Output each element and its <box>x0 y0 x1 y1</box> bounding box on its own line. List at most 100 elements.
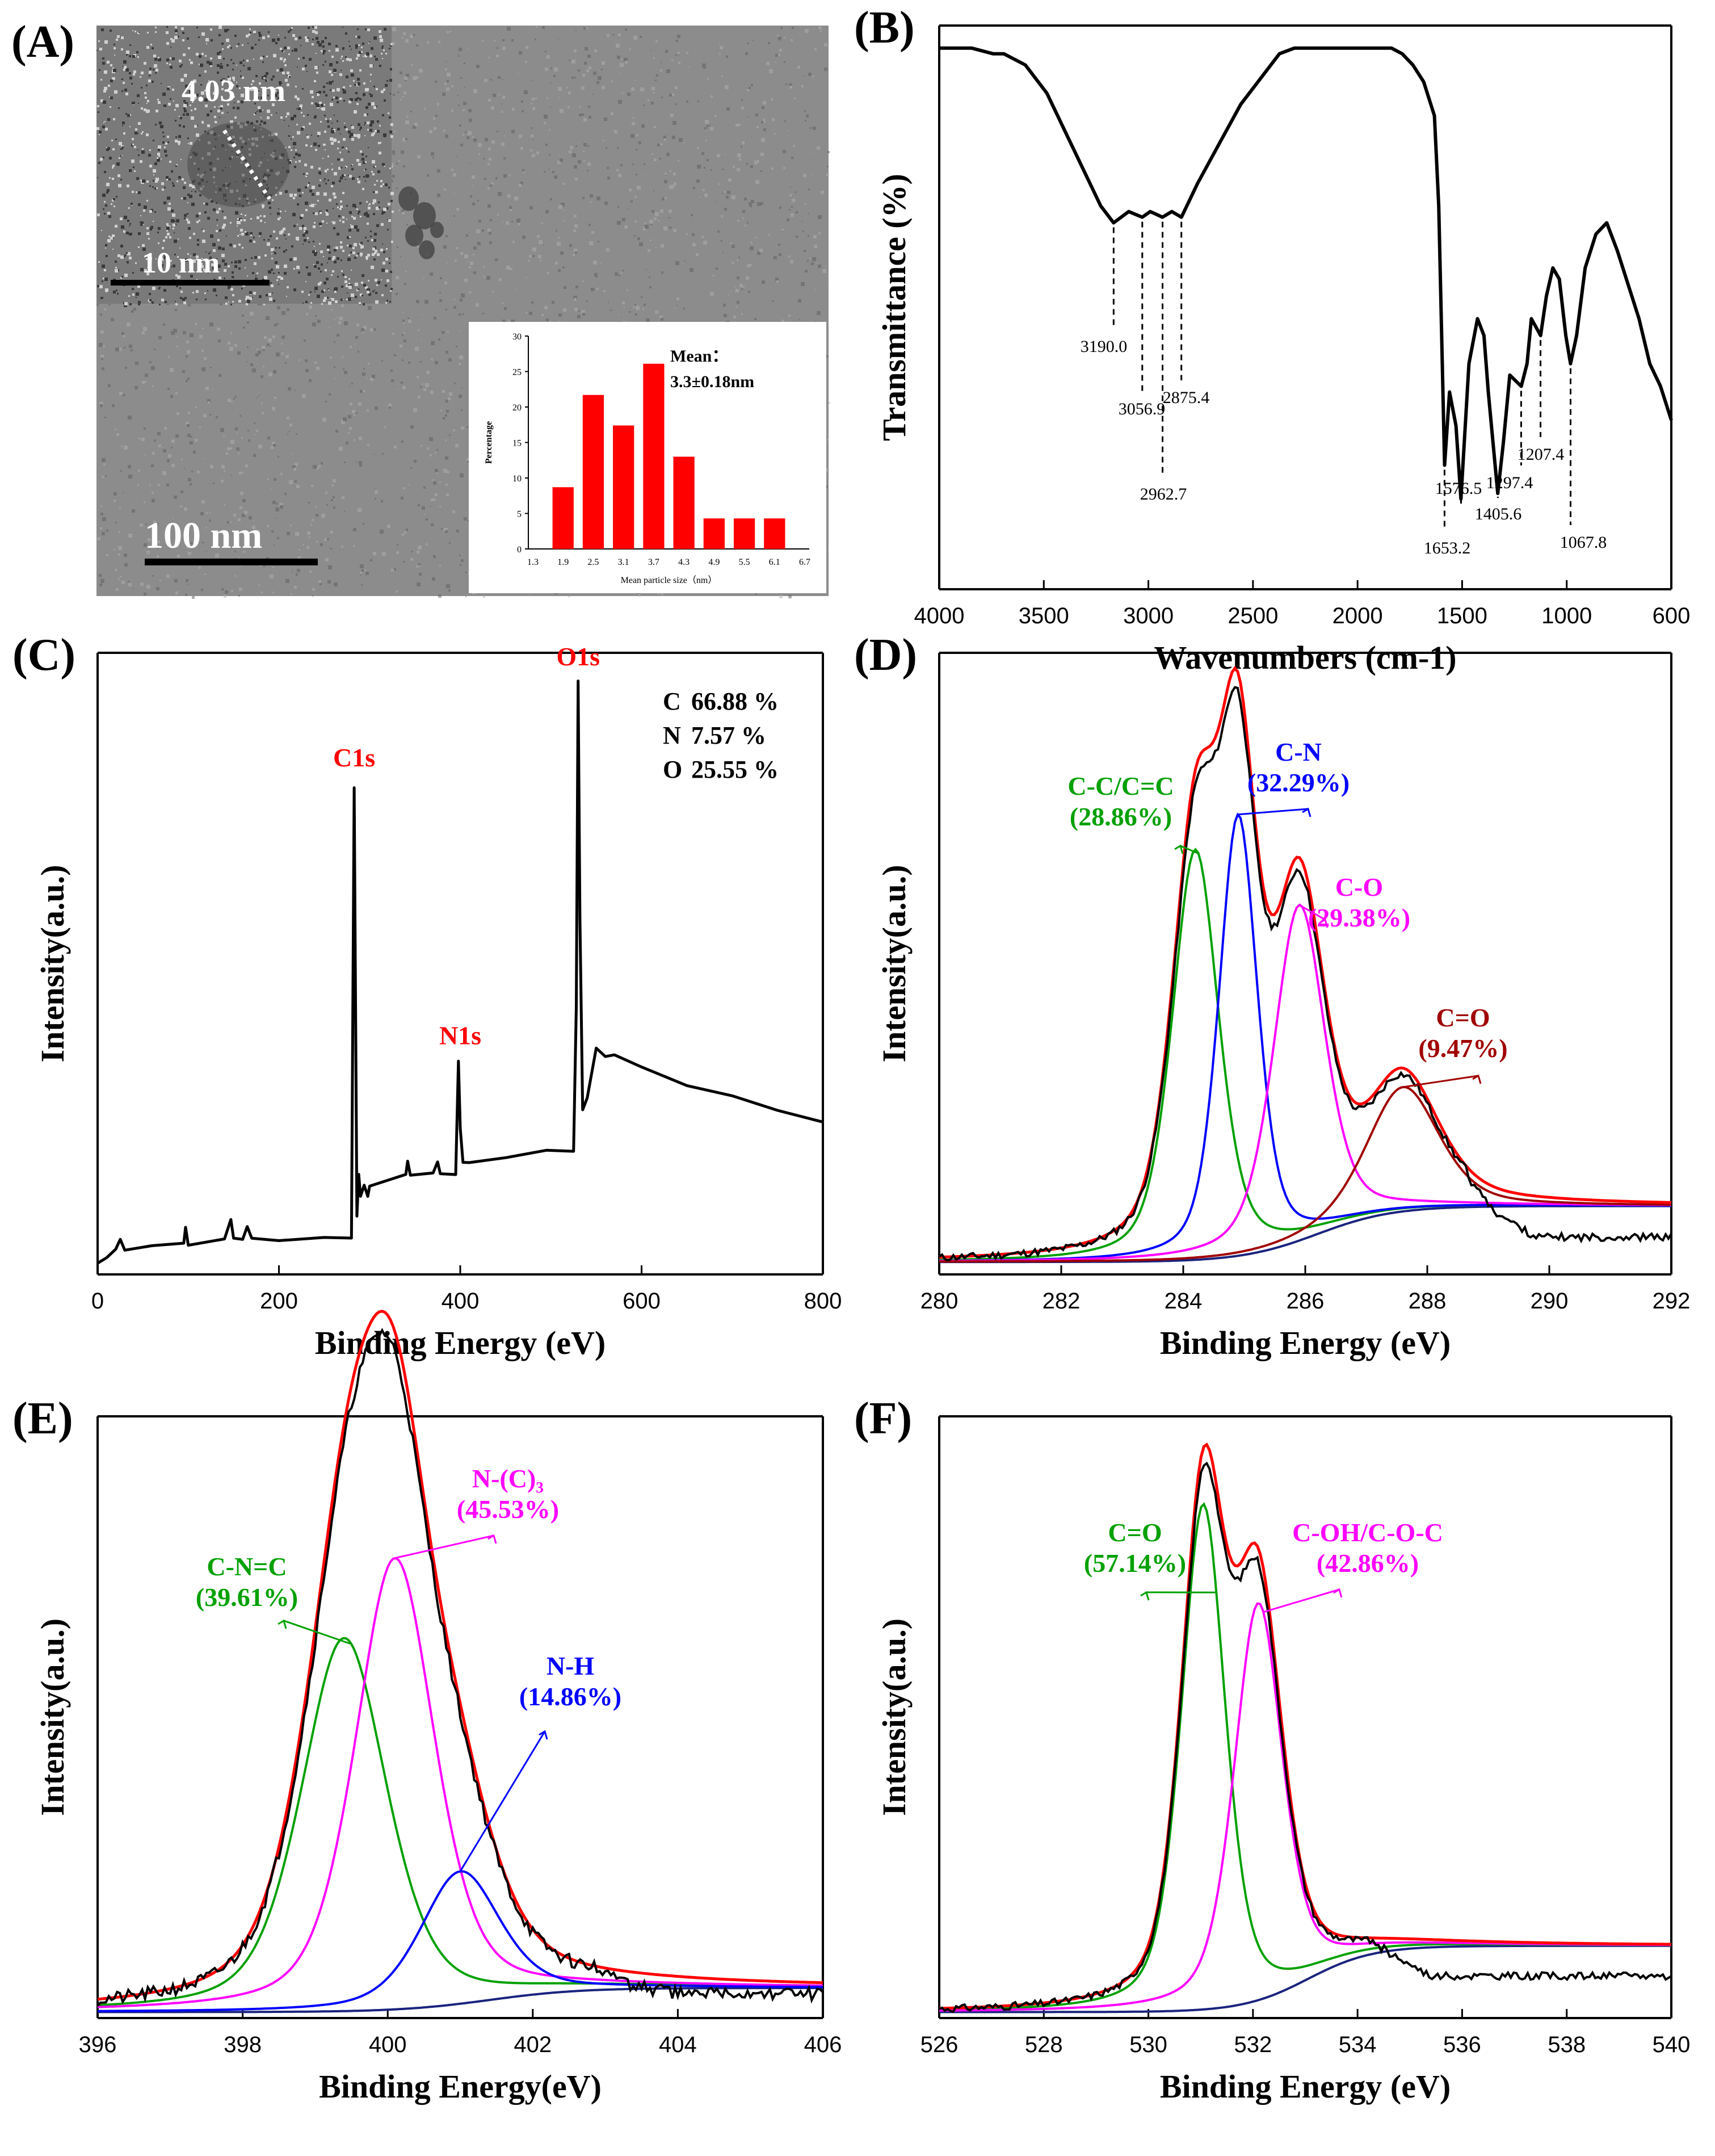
grain-speck <box>518 73 519 74</box>
hrtem-speck <box>275 42 278 44</box>
hrtem-speck <box>325 61 326 62</box>
hrtem-speck <box>343 90 346 94</box>
hrtem-speck <box>236 85 238 87</box>
hrtem-speck <box>115 269 118 272</box>
hrtem-speck <box>345 179 346 180</box>
hrtem-speck <box>155 258 157 259</box>
grain-speck <box>654 158 657 161</box>
hrtem-speck <box>100 79 102 81</box>
hrtem-speck <box>281 50 284 52</box>
grain-speck <box>620 164 623 166</box>
hrtem-speck <box>189 59 191 61</box>
hrtem-speck <box>174 240 177 243</box>
hrtem-speck <box>374 233 377 236</box>
hrtem-speck <box>280 116 283 119</box>
grain-speck <box>398 160 400 162</box>
hrtem-speck <box>333 192 335 195</box>
grain-speck <box>483 158 485 160</box>
hrtem-speck <box>313 212 314 214</box>
hrtem-speck <box>227 103 229 106</box>
hrtem-speck <box>334 249 337 251</box>
hist-y-tick-label: 5 <box>517 510 522 519</box>
grain-speck <box>175 392 178 395</box>
hrtem-speck <box>334 248 335 249</box>
hrtem-speck <box>138 303 140 305</box>
component-percent: (42.86%) <box>1317 1549 1419 1578</box>
grain-speck <box>311 485 313 487</box>
grain-speck <box>719 53 721 55</box>
grain-speck <box>814 48 817 51</box>
grain-speck <box>280 505 283 509</box>
grain-speck <box>574 49 577 52</box>
hrtem-speck <box>317 295 320 298</box>
hrtem-speck <box>183 107 186 110</box>
hrtem-speck <box>310 90 313 94</box>
hrtem-speck <box>355 44 358 47</box>
grain-speck <box>406 528 408 531</box>
hrtem-speck <box>167 196 170 200</box>
component-percent: (39.61%) <box>196 1583 298 1612</box>
grain-speck <box>487 204 491 208</box>
grain-speck <box>589 241 593 245</box>
hrtem-speck <box>164 146 166 148</box>
grain-speck <box>396 551 399 554</box>
hrtem-speck <box>147 32 149 33</box>
hrtem-speck <box>149 257 152 260</box>
hrtem-speck <box>369 124 372 127</box>
grain-speck <box>429 130 432 133</box>
grain-speck <box>621 93 623 94</box>
grain-speck <box>757 251 760 255</box>
hrtem-speck <box>371 102 375 106</box>
hrtem-speck <box>345 167 346 168</box>
hrtem-speck <box>103 90 106 93</box>
grain-speck <box>230 440 234 444</box>
hrtem-speck <box>373 86 375 87</box>
hrtem-speck <box>308 182 310 184</box>
hrtem-speck <box>194 108 196 110</box>
hrtem-speck <box>315 213 317 215</box>
grain-speck <box>707 78 709 79</box>
grain-speck <box>554 175 557 179</box>
grain-speck <box>277 537 279 539</box>
grain-speck <box>285 355 289 358</box>
grain-speck <box>606 248 610 251</box>
hrtem-speck <box>161 158 162 160</box>
hrtem-speck <box>374 252 376 254</box>
grain-speck <box>439 481 441 483</box>
grain-speck <box>443 417 445 420</box>
grain-speck <box>560 109 564 113</box>
hrtem-speck <box>363 82 365 85</box>
hrtem-speck <box>146 227 149 229</box>
grain-speck <box>633 307 634 308</box>
grain-speck <box>737 276 739 279</box>
grain-speck <box>589 66 591 69</box>
grain-speck <box>824 43 827 47</box>
grain-speck <box>325 401 327 402</box>
hrtem-speck <box>337 276 339 278</box>
hrtem-speck <box>159 304 161 305</box>
hrtem-speck <box>308 272 311 276</box>
hrtem-speck <box>233 62 234 64</box>
grain-speck <box>176 336 177 337</box>
grain-speck <box>582 197 585 199</box>
grain-speck <box>797 66 800 69</box>
grain-speck <box>792 27 794 29</box>
hrtem-speck <box>364 170 365 171</box>
hrtem-speck <box>121 146 124 149</box>
hrtem-speck <box>343 138 346 141</box>
hrtem-speck <box>359 129 361 131</box>
grain-speck <box>266 557 269 560</box>
hrtem-speck <box>135 262 137 264</box>
hrtem-speck <box>340 200 342 203</box>
grain-speck <box>497 131 498 132</box>
hrtem-speck <box>365 156 367 157</box>
hrtem-speck <box>194 125 197 128</box>
grain-speck <box>238 452 239 454</box>
hrtem-speck <box>318 91 321 94</box>
grain-speck <box>384 426 386 428</box>
hrtem-speck <box>196 215 199 217</box>
hrtem-speck <box>314 265 317 268</box>
grain-speck <box>655 212 659 216</box>
hrtem-speck <box>237 235 239 237</box>
hrtem-speck <box>376 180 378 182</box>
